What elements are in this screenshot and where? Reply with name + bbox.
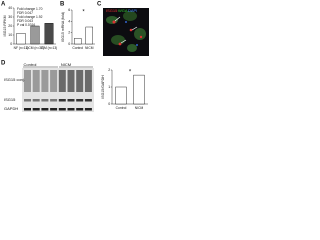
y-tick-label: 0 <box>68 42 70 46</box>
bar <box>85 26 93 45</box>
blot-group: Control <box>24 62 37 67</box>
bar <box>30 25 40 45</box>
panel-label: D <box>1 61 6 67</box>
bar <box>133 74 145 105</box>
panel-label: B <box>60 2 65 8</box>
band <box>67 108 75 111</box>
annotation: Fold change 1.70 <box>17 7 43 11</box>
annotation: FDR 0.047 <box>17 11 33 15</box>
annotation: Fold change 1.92 <box>17 15 43 19</box>
y-tick-label: 10 <box>8 33 12 37</box>
x-tick-label: NICM <box>135 106 144 110</box>
image-label: WGA <box>118 8 128 13</box>
band-smear <box>58 70 66 92</box>
y-tick-label: 30 <box>8 15 12 19</box>
page: A B C D ISG15 WGA DAPI Control NICM ISG1… <box>0 0 320 118</box>
band <box>76 108 84 111</box>
western-blot <box>22 66 94 112</box>
x-tick-label: Control <box>72 46 83 50</box>
band <box>24 99 31 102</box>
y-tick-label: 2 <box>108 68 110 72</box>
band <box>32 99 40 102</box>
band-smear <box>67 70 75 92</box>
band <box>67 99 75 102</box>
annotation: P val 0.0316 <box>17 23 35 27</box>
y-tick-label: 20 <box>8 24 12 28</box>
x-tick-label: NICM <box>85 46 94 50</box>
band <box>84 99 92 102</box>
x-tick-label: NF (n=11) <box>14 46 29 50</box>
band <box>32 108 40 111</box>
bar <box>44 23 54 45</box>
image-label: DAPI <box>128 8 137 13</box>
y-axis-label: ISG15 RPKM <box>3 15 7 36</box>
annotation: * <box>129 70 132 76</box>
annotation: FDR 0.043 <box>17 19 33 23</box>
image-label: ISG15 <box>106 8 118 13</box>
band <box>41 99 49 102</box>
band <box>50 108 58 111</box>
band-smear <box>32 70 40 92</box>
band <box>76 99 84 102</box>
band-smear <box>84 70 92 92</box>
band <box>24 108 31 111</box>
x-tick-label: ICM (n=13) <box>41 46 58 50</box>
band <box>58 108 66 111</box>
band-label: ISG15 conj. <box>4 77 25 82</box>
band-smear <box>24 70 31 92</box>
panel-label: A <box>1 2 6 8</box>
bar <box>115 86 127 105</box>
x-tick-label: Control <box>116 106 127 110</box>
band-smear <box>41 70 49 92</box>
blot-group: NICM <box>61 62 71 67</box>
y-tick-label: 0 <box>10 42 12 46</box>
y-axis-label: ISG15 mRNA (fold) <box>61 12 65 42</box>
panel-label: C <box>97 2 102 8</box>
band <box>41 108 49 111</box>
y-tick-label: 4 <box>68 19 70 23</box>
y-tick-label: 6 <box>68 8 70 12</box>
y-tick-label: 1 <box>108 85 110 89</box>
band-label: GAPDH <box>4 106 18 111</box>
band <box>50 99 58 102</box>
band <box>58 99 66 102</box>
band <box>84 108 92 111</box>
microscopy-image <box>103 8 149 56</box>
y-tick-label: 40 <box>8 6 12 10</box>
bar <box>16 33 26 45</box>
y-tick-label: 2 <box>68 31 70 35</box>
y-tick-label: 0 <box>108 102 110 106</box>
annotation: * <box>82 10 85 16</box>
figure: A B C D ISG15 WGA DAPI Control NICM ISG1… <box>1 2 149 112</box>
bar <box>74 38 82 45</box>
y-axis-label: ISG15/GAPDH <box>101 75 105 99</box>
band-smear <box>50 70 58 92</box>
band-label: ISG15 <box>4 97 16 102</box>
band-smear <box>76 70 84 92</box>
x-tick-label: DCM (n=37) <box>26 46 44 50</box>
